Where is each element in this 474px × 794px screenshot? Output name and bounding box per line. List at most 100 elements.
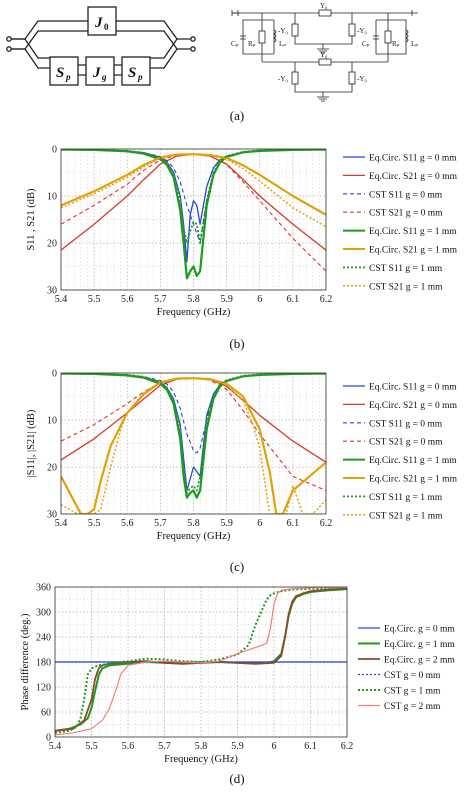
series-group — [61, 373, 326, 514]
neg-y0-right-admittance — [348, 23, 356, 37]
series-line — [61, 377, 326, 514]
x-tick-label: 6.2 — [320, 294, 333, 305]
equivalent-circuit — [231, 9, 418, 102]
legend-entry: Eq.Circ. S11 g = 1 mm — [369, 456, 457, 466]
wire-top-left-outer — [11, 20, 88, 40]
lp-right-symbol — [405, 29, 409, 43]
x-tick-label: 6.2 — [341, 741, 354, 752]
series-line — [55, 587, 347, 734]
circuit-labels: Y₀ -Y₀ -Y₀ Y₀ -Y₀ -Y₀ Cₚ Rₚ Lₚ Cₚ Rₚ Lₚ — [231, 2, 418, 83]
legend-entry: CST S21 g = 0 mm — [369, 438, 443, 448]
y-tick-label: 360 — [36, 583, 51, 594]
series-group — [61, 149, 326, 280]
x-tick-label: 5.5 — [85, 741, 98, 752]
label-lp-left: Lₚ — [279, 40, 286, 48]
panel-a: J 0 S p J g S p — [6, 2, 418, 123]
y-tick-label: 0 — [52, 145, 57, 156]
label-lp-right: Lₚ — [411, 40, 418, 48]
series-line — [61, 153, 326, 228]
plot-frame — [60, 148, 327, 291]
x-tick-label: 6 — [272, 741, 277, 752]
x-tick-label: 5.6 — [121, 294, 134, 305]
legend-entry: Eq.Circ. S21 g = 1 mm — [369, 475, 458, 485]
label-neg-y0-bottom-left: -Y₀ — [278, 75, 288, 83]
wire-bottom-right-inner — [150, 48, 178, 69]
label-rp-left: Rₚ — [248, 40, 256, 48]
label-neg-y0-bottom-right: -Y₀ — [357, 75, 367, 83]
plot-frame — [60, 372, 327, 515]
y-axis-label: S11 , S21 (dB) — [26, 188, 37, 251]
port-2-bottom — [190, 46, 196, 52]
x-tick-label: 6.1 — [304, 741, 317, 752]
legend-entry: Eq.Circ. S21 g = 1 mm — [369, 246, 458, 256]
series-line — [61, 149, 326, 244]
right-tank-frame — [387, 13, 407, 62]
y0-mid-admittance — [318, 58, 332, 66]
left-ground-symbol — [231, 10, 238, 16]
legend-entry: CST S11 g = 0 mm — [369, 419, 443, 429]
x-tick-label: 5.9 — [231, 741, 244, 752]
y-tick-label: 60 — [41, 708, 51, 719]
plot-frame — [54, 586, 348, 738]
wire-bottom-right-outer — [150, 38, 178, 59]
panel-label: (b) — [229, 336, 244, 351]
legend-entry: CST S21 g = 1 mm — [369, 282, 443, 292]
y-tick-label: 300 — [36, 608, 51, 619]
wire-top-left-inner — [11, 30, 88, 50]
legend-entry: Eq.Circ. g = 2 mm — [384, 656, 455, 666]
x-tick-label: 5.4 — [55, 518, 68, 529]
jg-block — [85, 56, 115, 86]
y-tick-label: 180 — [36, 658, 51, 669]
legend-entry: Eq.Circ. S11 g = 0 mm — [369, 383, 457, 393]
block-labels: J 0 S p J g S p — [56, 15, 143, 82]
legend-entry: CST g = 2 mm — [384, 702, 441, 712]
y-tick-label: 30 — [47, 286, 57, 297]
y-axis-label: |S11|, |S21| (dB) — [26, 409, 37, 477]
y-tick-label: 20 — [47, 239, 57, 250]
neg-y0-left-admittance — [291, 23, 299, 37]
x-tick-label: 6.1 — [287, 294, 300, 305]
y-tick-label: 120 — [36, 683, 51, 694]
port-1-top — [6, 36, 12, 42]
legend-entry: CST S21 g = 0 mm — [369, 209, 443, 219]
lower-shunt-wires — [294, 62, 353, 72]
rp-left-symbol — [258, 30, 266, 44]
panel-label: (c) — [230, 559, 244, 574]
y-tick-label: 0 — [46, 733, 51, 744]
cp-right-symbol — [373, 35, 379, 40]
chart-d: 5.4 5.5 5.6 5.7 5.8 5.9 6 6.1 6.2 0 60 120 180 240 300… — [20, 583, 455, 787]
x-axis-label: Frequency (GHz) — [157, 307, 231, 318]
wire-top-right-outer — [116, 20, 191, 40]
legend-entry: Eq.Circ. S11 g = 1 mm — [369, 227, 457, 237]
legend-entry: CST g = 1 mm — [384, 687, 441, 697]
lower-ground — [294, 84, 353, 102]
legend-entry: Eq.Circ. g = 1 mm — [384, 640, 455, 650]
label-cp-left: Cₚ — [231, 40, 239, 48]
label-neg-y0-left: -Y₀ — [278, 27, 288, 35]
legend: Eq.Circ. S11 g = 0 mm Eq.Circ. S21 g = 0 … — [343, 383, 458, 521]
sp-block-left — [49, 56, 79, 86]
panel-label: (d) — [229, 771, 244, 786]
port-2-top — [190, 36, 196, 42]
legend-entry: Eq.Circ. S11 g = 0 mm — [369, 154, 457, 164]
series-line — [61, 373, 326, 499]
series-group — [55, 587, 347, 736]
x-tick-label: 5.7 — [158, 741, 171, 752]
legend-entry: CST S11 g = 1 mm — [369, 264, 443, 274]
jg-label-main: J — [92, 65, 101, 81]
chart-b: 5.4 5.5 5.6 5.7 5.8 5.9 6 6.1 6.2 0 10 20 30 Frequenc… — [26, 145, 458, 352]
x-axis-label: Frequency (GHz) — [164, 754, 238, 765]
label-neg-y0-right: -Y₀ — [357, 27, 367, 35]
y-tick-label: 30 — [47, 510, 57, 521]
jg-label-sub: g — [101, 72, 107, 82]
x-tick-label: 5.9 — [220, 518, 233, 529]
rp-right-symbol — [384, 30, 392, 44]
x-tick-label: 6.2 — [320, 518, 333, 529]
x-tick-label: 5.8 — [195, 741, 208, 752]
x-tick-label: 5.8 — [187, 294, 200, 305]
x-tick-label: 5.7 — [154, 518, 167, 529]
panel-a-label: (a) — [230, 108, 244, 123]
y-axis-label: Phase difference (deg.) — [20, 613, 31, 710]
y-tick-label: 20 — [47, 463, 57, 474]
wire-bottom-left-outer — [11, 38, 50, 59]
